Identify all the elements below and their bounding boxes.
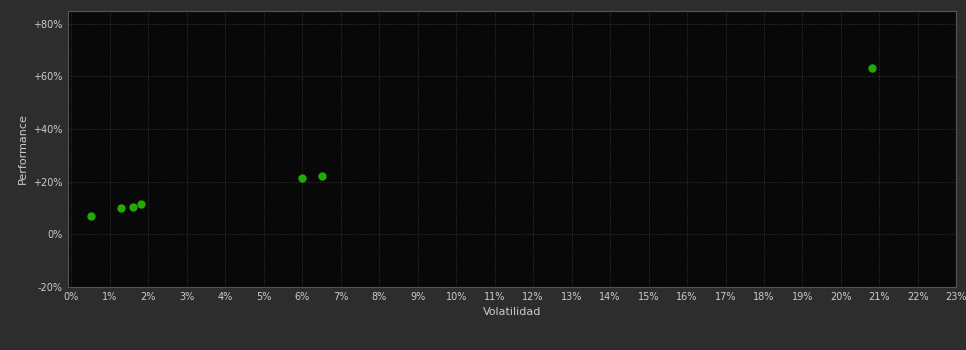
Point [314, 174, 329, 179]
Point [295, 175, 310, 181]
Y-axis label: Performance: Performance [17, 113, 28, 184]
Point [126, 204, 141, 210]
Point [133, 201, 149, 207]
X-axis label: Volatilidad: Volatilidad [483, 307, 541, 317]
Point [864, 66, 879, 71]
Point [114, 205, 129, 211]
Point [83, 213, 99, 219]
